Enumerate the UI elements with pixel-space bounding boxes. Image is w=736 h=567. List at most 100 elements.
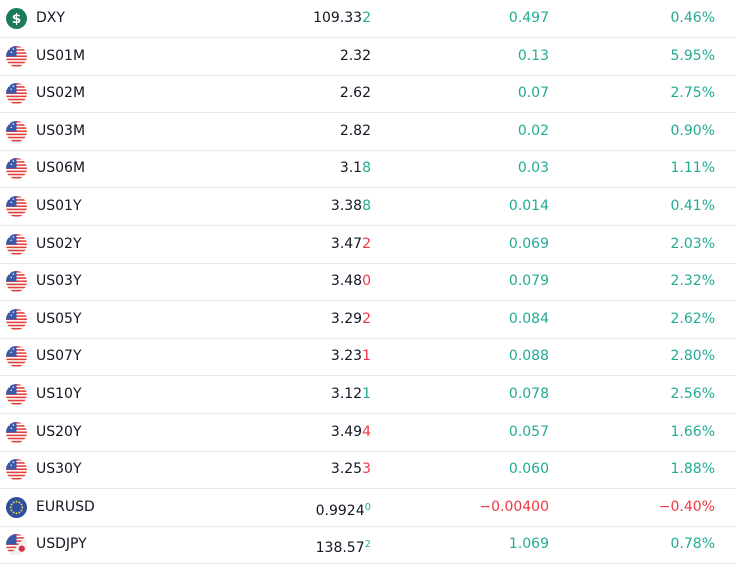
price-main: 3.23	[330, 348, 363, 365]
price-main: 3.29	[330, 310, 363, 327]
symbol-icon	[6, 346, 27, 368]
svg-text:$: $	[12, 11, 22, 27]
last-price: 3.253	[331, 451, 371, 488]
change: 0.079	[508, 273, 549, 290]
change-percent: 1.11%	[670, 160, 715, 177]
change-percent: 5.95%	[670, 47, 715, 64]
last-price: 3.480	[331, 263, 371, 300]
change: 0.07	[517, 85, 549, 102]
symbol-icon	[6, 496, 27, 518]
change-percent: 2.03%	[670, 235, 715, 252]
price-tick-digit: 1	[362, 348, 371, 365]
symbol: US03M	[36, 122, 86, 139]
watchlist-row[interactable]: US06M 3.18 0.03 1.11%	[0, 150, 736, 189]
change: 0.02	[517, 122, 549, 139]
symbol-icon	[6, 271, 27, 293]
change: −0.00400	[479, 498, 549, 515]
change: 1.069	[508, 536, 549, 553]
change: 0.03	[517, 160, 549, 177]
last-price: 2.32	[340, 38, 371, 75]
watchlist-row[interactable]: US02Y 3.472 0.069 2.03%	[0, 226, 736, 264]
symbol: US02Y	[36, 235, 82, 252]
price-main: 3.12	[330, 386, 363, 402]
symbol-icon	[6, 196, 27, 217]
last-price: 2.62	[340, 75, 371, 112]
symbol-icon	[6, 83, 27, 105]
change-percent: −0.40%	[658, 498, 715, 515]
watchlist-row[interactable]: US05Y 3.292 0.084 2.62%	[0, 301, 736, 339]
watchlist-row[interactable]: USDJPY 138.572 1.069 0.78%	[0, 526, 736, 567]
symbol-icon: $	[6, 8, 27, 29]
change-percent: 2.80%	[670, 348, 715, 365]
symbol: US01M	[36, 47, 86, 64]
symbol-icon	[6, 158, 27, 180]
last-price: 3.494	[331, 414, 371, 451]
change-percent: 2.75%	[670, 85, 715, 102]
price-tick-digit: 2	[364, 539, 371, 551]
watchlist-row[interactable]: US10Y 3.121 0.078 2.56%	[0, 376, 736, 414]
symbol-icon	[6, 459, 27, 481]
change: 0.069	[508, 235, 549, 252]
symbol-icon	[6, 534, 27, 556]
symbol: US10Y	[36, 386, 82, 402]
price-main: 3.1	[339, 160, 363, 177]
watchlist-row[interactable]: US03Y 3.480 0.079 2.32%	[0, 263, 736, 302]
price-tick-digit: 4	[362, 423, 371, 440]
last-price: 0.99240	[316, 489, 371, 530]
symbol: US02M	[36, 85, 86, 102]
price-main: 3.38	[330, 198, 363, 214]
price-main: 3.48	[330, 273, 363, 290]
change-percent: 1.88%	[670, 461, 715, 478]
change-percent: 0.78%	[670, 536, 715, 553]
watchlist-row[interactable]: US01M 2.32 0.13 5.95%	[0, 38, 736, 76]
watchlist-row[interactable]: US20Y 3.494 0.057 1.66%	[0, 414, 736, 452]
watchlist-row[interactable]: US02M 2.62 0.07 2.75%	[0, 75, 736, 114]
symbol-icon	[6, 308, 27, 330]
price-tick-digit: 1	[362, 386, 371, 402]
price-main: 3.47	[330, 235, 363, 252]
change: 0.497	[508, 10, 549, 26]
price-tick-digit: 0	[362, 273, 371, 290]
watchlist-row[interactable]: $ DXY 109.332 0.497 0.46%	[0, 0, 736, 38]
price-main: 138.57	[315, 540, 365, 557]
change-percent: 2.62%	[670, 310, 715, 327]
change: 0.088	[508, 348, 549, 365]
watchlist-row[interactable]: US07Y 3.231 0.088 2.80%	[0, 338, 736, 377]
price-main: 2.82	[339, 122, 371, 139]
price-tick-digit: 8	[362, 198, 371, 214]
last-price: 3.231	[331, 338, 371, 375]
price-tick-digit: 2	[362, 310, 371, 327]
change-percent: 0.90%	[670, 122, 715, 139]
symbol: US30Y	[36, 461, 82, 478]
change: 0.060	[508, 461, 549, 478]
price-tick-digit: 3	[362, 461, 371, 478]
symbol-icon	[6, 120, 27, 142]
change-percent: 1.66%	[670, 423, 715, 440]
symbol-icon	[6, 45, 27, 67]
change: 0.057	[508, 423, 549, 440]
last-price: 3.388	[331, 188, 371, 225]
symbol: DXY	[36, 10, 65, 26]
watchlist-row[interactable]: US03M 2.82 0.02 0.90%	[0, 113, 736, 151]
change: 0.014	[508, 198, 549, 214]
symbol: US01Y	[36, 198, 82, 214]
symbol: US03Y	[36, 273, 82, 290]
change-percent: 0.41%	[670, 198, 715, 214]
price-tick-digit: 2	[362, 235, 371, 252]
price-main: 2.62	[339, 85, 371, 102]
last-price: 3.472	[331, 226, 371, 263]
change: 0.078	[508, 386, 549, 402]
symbol-icon	[6, 384, 27, 405]
change-percent: 2.32%	[670, 273, 715, 290]
last-price: 3.18	[340, 150, 371, 187]
price-tick-digit: 2	[362, 10, 371, 26]
price-main: 3.49	[330, 423, 363, 440]
watchlist-row[interactable]: US01Y 3.388 0.014 0.41%	[0, 188, 736, 226]
watchlist-row[interactable]: EURUSD 0.99240 −0.00400 −0.40%	[0, 489, 736, 527]
watchlist-row[interactable]: US30Y 3.253 0.060 1.88%	[0, 451, 736, 490]
price-main: 2.32	[339, 47, 371, 64]
symbol: USDJPY	[36, 536, 87, 553]
price-main: 0.9924	[315, 502, 365, 519]
last-price: 138.572	[316, 526, 371, 567]
